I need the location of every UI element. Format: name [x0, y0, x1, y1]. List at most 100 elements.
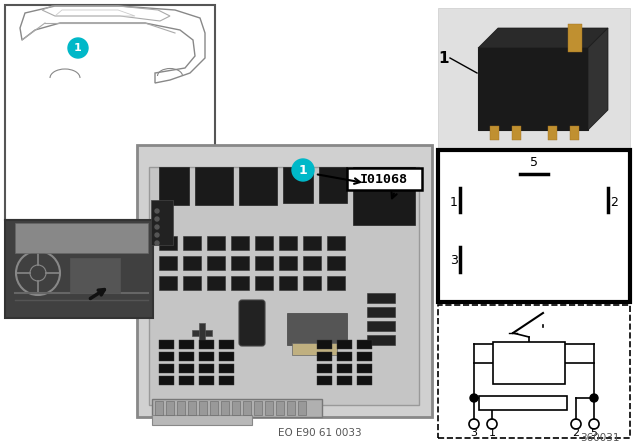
Bar — [337, 376, 352, 385]
Text: I01068: I01068 — [360, 172, 408, 185]
Text: 2: 2 — [610, 195, 618, 208]
Bar — [183, 256, 201, 270]
Text: 1: 1 — [439, 51, 449, 65]
Bar — [367, 307, 395, 317]
Bar — [15, 223, 148, 253]
Bar — [298, 401, 306, 415]
Bar — [231, 236, 249, 250]
Bar — [195, 167, 233, 205]
Bar — [179, 376, 194, 385]
Bar — [357, 376, 372, 385]
Circle shape — [292, 159, 314, 181]
Bar — [568, 24, 582, 52]
Bar — [367, 293, 395, 303]
Bar — [438, 8, 630, 148]
Bar — [207, 256, 225, 270]
Bar — [337, 364, 352, 373]
Bar — [292, 343, 337, 355]
Bar — [219, 352, 234, 361]
Bar — [199, 376, 214, 385]
Bar — [265, 401, 273, 415]
Circle shape — [155, 225, 159, 229]
Bar — [221, 401, 229, 415]
Bar — [219, 364, 234, 373]
Bar — [192, 330, 212, 336]
Bar — [357, 364, 372, 373]
Bar — [367, 335, 395, 345]
Bar — [239, 167, 277, 205]
Bar — [317, 364, 332, 373]
Bar — [166, 401, 174, 415]
Bar — [5, 5, 215, 220]
Text: 1: 1 — [488, 428, 495, 438]
Circle shape — [470, 394, 478, 402]
Bar — [357, 352, 372, 361]
Bar — [231, 276, 249, 290]
Bar — [319, 167, 347, 203]
Bar — [210, 401, 218, 415]
Circle shape — [155, 233, 159, 237]
Bar — [199, 352, 214, 361]
Bar — [357, 340, 372, 349]
Bar — [493, 342, 565, 384]
Text: 1: 1 — [74, 43, 82, 53]
Bar — [279, 276, 297, 290]
Bar — [490, 126, 499, 140]
Bar — [207, 236, 225, 250]
Bar — [179, 340, 194, 349]
Bar — [151, 200, 173, 245]
Bar — [179, 364, 194, 373]
Circle shape — [155, 217, 159, 221]
Bar — [303, 236, 321, 250]
Bar — [279, 236, 297, 250]
Bar — [199, 364, 214, 373]
Bar — [337, 352, 352, 361]
Bar — [438, 150, 630, 302]
Bar — [512, 126, 521, 140]
Bar — [254, 401, 262, 415]
Bar — [255, 236, 273, 250]
Bar — [70, 258, 120, 293]
Bar — [159, 364, 174, 373]
FancyBboxPatch shape — [239, 300, 265, 346]
Bar — [303, 276, 321, 290]
Bar — [255, 276, 273, 290]
Bar — [287, 401, 295, 415]
Bar — [219, 340, 234, 349]
Bar — [179, 352, 194, 361]
Text: 3: 3 — [470, 428, 477, 438]
Bar — [152, 399, 322, 417]
Bar — [479, 396, 567, 410]
Text: 5: 5 — [591, 428, 598, 438]
Circle shape — [590, 394, 598, 402]
Bar — [159, 352, 174, 361]
Bar — [327, 276, 345, 290]
Bar — [199, 340, 214, 349]
Bar — [152, 415, 252, 425]
Bar — [548, 126, 557, 140]
Bar — [570, 126, 579, 140]
Bar — [159, 376, 174, 385]
Bar — [255, 256, 273, 270]
Bar — [188, 401, 196, 415]
Bar — [353, 167, 415, 225]
Text: 5: 5 — [530, 155, 538, 168]
Polygon shape — [478, 28, 608, 48]
Bar — [317, 340, 332, 349]
Bar — [303, 256, 321, 270]
Bar — [137, 145, 432, 417]
Polygon shape — [588, 28, 608, 130]
Bar — [5, 220, 153, 318]
Bar — [231, 256, 249, 270]
Text: 2: 2 — [572, 428, 580, 438]
Bar — [159, 256, 177, 270]
Circle shape — [68, 38, 88, 58]
Bar — [438, 305, 630, 438]
Bar — [478, 48, 588, 130]
Bar — [327, 256, 345, 270]
Bar — [149, 167, 419, 405]
Text: 1: 1 — [299, 164, 307, 177]
Bar — [159, 340, 174, 349]
Bar — [199, 401, 207, 415]
Bar — [155, 401, 163, 415]
